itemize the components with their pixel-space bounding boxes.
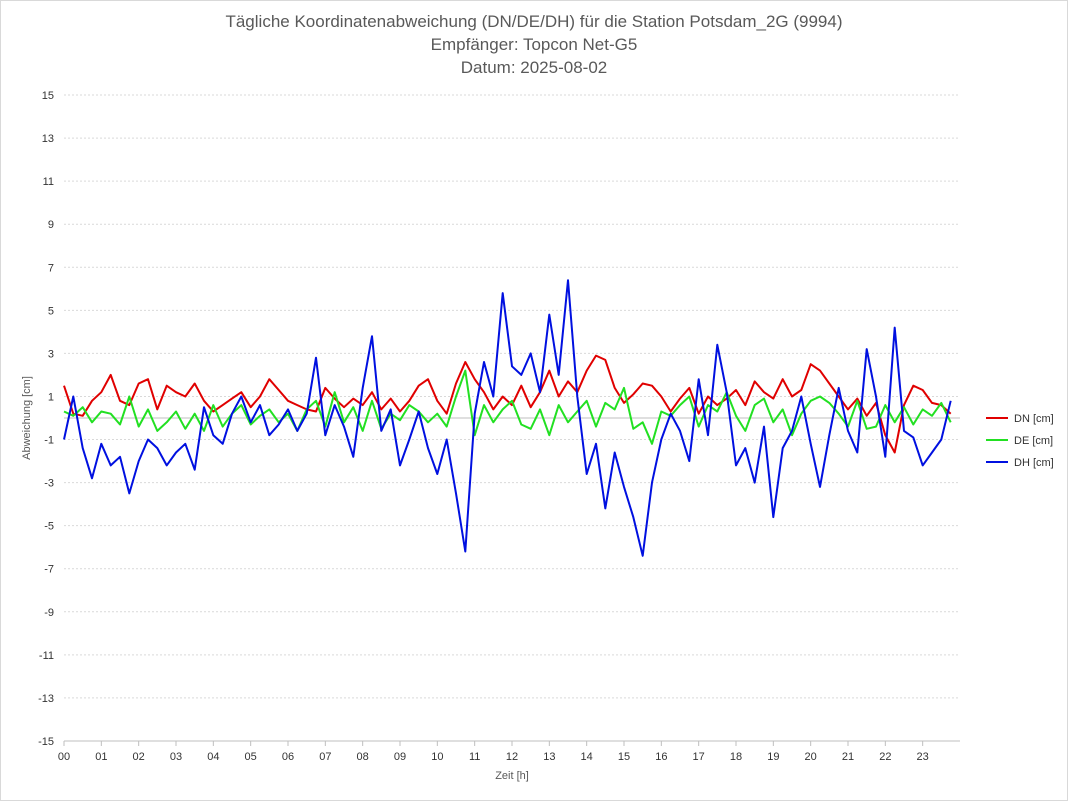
chart-subtitle-date: Datum: 2025-08-02 [460, 58, 608, 77]
x-tick-label: 00 [58, 751, 70, 763]
x-tick-label: 22 [879, 751, 891, 763]
y-tick-label: -7 [44, 564, 54, 576]
x-tick-label: 15 [618, 751, 630, 763]
legend-label: DE [cm] [1014, 435, 1053, 447]
grid-lines [64, 94, 960, 742]
y-axis-title: Abweichung [cm] [21, 376, 33, 460]
legend-label: DH [cm] [1014, 457, 1054, 469]
axes: 15 13 11 9 7 5 3 1 -1 -3 -5 -7 -9 -11 -13 -15 00 01 02 03 04… [38, 90, 960, 763]
x-axis-title: Zeit [h] [495, 770, 529, 782]
y-tick-label: -9 [44, 607, 54, 619]
x-tick-label: 12 [506, 751, 518, 763]
x-tick-label: 19 [767, 751, 779, 763]
x-tick-label: 18 [730, 751, 742, 763]
x-tick-label: 02 [133, 751, 145, 763]
x-tick-label: 06 [282, 751, 294, 763]
y-tick-label: -3 [44, 478, 54, 490]
chart-subtitle-receiver: Empfänger: Topcon Net-G5 [430, 35, 638, 54]
y-tick-label: -1 [44, 435, 54, 447]
y-tick-label: -13 [38, 693, 54, 705]
x-tick-label: 17 [693, 751, 705, 763]
series-line-de [63, 369, 952, 445]
legend: DN [cm] DE [cm] DH [cm] [986, 413, 1054, 469]
y-tick-label: -5 [44, 521, 54, 533]
data-series [63, 279, 952, 557]
x-tick-label: 03 [170, 751, 182, 763]
y-tick-label: 3 [48, 348, 54, 360]
y-tick-label: -15 [38, 736, 54, 748]
y-tick-label: 9 [48, 219, 54, 231]
y-tick-label: 11 [43, 176, 54, 188]
y-tick-label: 1 [48, 391, 54, 403]
x-tick-label: 09 [394, 751, 406, 763]
x-tick-label: 01 [95, 751, 107, 763]
x-tick-label: 07 [319, 751, 331, 763]
y-tick-label: 15 [42, 90, 54, 102]
x-tick-label: 10 [431, 751, 443, 763]
x-tick-label: 23 [917, 751, 929, 763]
y-tick-label: 7 [48, 262, 54, 274]
x-tick-label: 08 [357, 751, 369, 763]
legend-label: DN [cm] [1014, 413, 1054, 425]
y-tick-label: 5 [48, 305, 54, 317]
x-tick-label: 11 [469, 751, 480, 763]
x-tick-label: 05 [245, 751, 257, 763]
x-tick-label: 20 [805, 751, 817, 763]
x-tick-label: 13 [543, 751, 555, 763]
chart-title: Tägliche Koordinatenabweichung (DN/DE/DH… [225, 12, 843, 31]
x-tick-label: 04 [207, 751, 219, 763]
series-line-dh [63, 279, 952, 557]
x-tick-label: 16 [655, 751, 667, 763]
x-tick-label: 14 [581, 751, 593, 763]
x-tick-label: 21 [842, 751, 854, 763]
y-tick-label: -11 [39, 650, 54, 662]
y-tick-label: 13 [42, 133, 54, 145]
